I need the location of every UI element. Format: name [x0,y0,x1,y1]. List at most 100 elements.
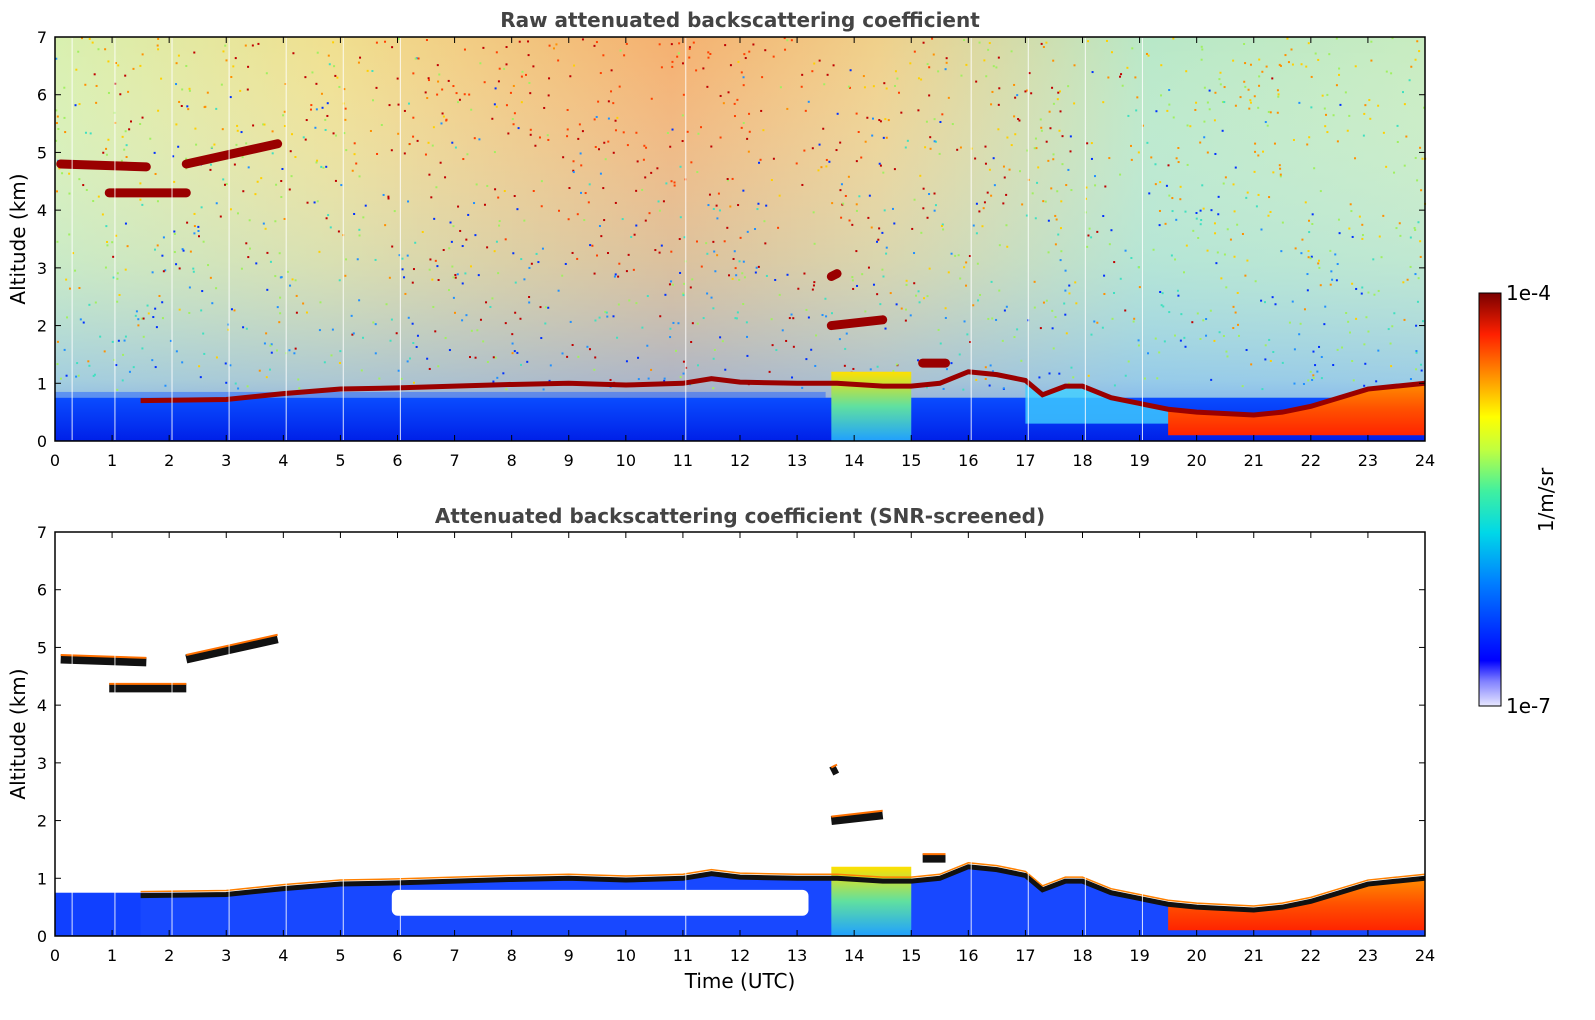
noise-speck [1047,159,1050,162]
noise-speck [1054,243,1057,246]
noise-speck [304,138,307,141]
noise-speck [1399,234,1402,237]
noise-speck [883,209,886,212]
noise-speck [1364,104,1367,107]
noise-speck [505,388,508,391]
noise-speck [1113,261,1116,264]
noise-speck [103,350,106,353]
noise-speck [161,254,164,257]
noise-speck [904,146,907,149]
noise-speck [55,139,58,142]
noise-speck [387,197,390,200]
noise-speck [863,86,866,89]
noise-speck [812,211,815,214]
noise-speck [1316,370,1319,373]
noise-speck [227,328,230,331]
y-tick-label: 4 [37,696,47,715]
noise-speck [641,326,644,329]
noise-speck [215,202,218,205]
noise-speck [244,44,247,47]
noise-speck [683,236,686,239]
noise-speck [710,296,713,299]
noise-speck [544,306,547,309]
noise-speck [650,171,653,174]
x-tick-label: 3 [221,451,231,470]
noise-speck [55,109,58,112]
noise-speck [63,116,66,119]
noise-speck [840,216,843,219]
noise-speck [1361,234,1364,237]
noise-speck [1058,90,1061,93]
noise-speck [1349,203,1352,206]
noise-speck [647,377,650,380]
noise-speck [1085,186,1088,189]
x-tick-label: 7 [449,451,459,470]
noise-speck [459,229,462,232]
noise-speck [1415,324,1418,327]
noise-speck [516,208,519,211]
noise-speck [1408,79,1411,82]
noise-speck [727,179,730,182]
noise-speck [124,335,127,338]
x-tick-label: 7 [449,946,459,965]
noise-speck [284,83,287,86]
noise-speck [581,38,584,41]
noise-speck [1272,351,1275,354]
noise-speck [1064,313,1067,316]
noise-speck [1234,311,1237,314]
noise-speck [89,132,92,135]
noise-speck [1414,228,1417,231]
noise-speck [558,209,561,212]
noise-speck [406,254,409,257]
x-tick-label: 11 [673,946,693,965]
noise-speck [388,104,391,107]
noise-speck [1052,158,1055,161]
noise-speck [654,249,657,252]
noise-speck [514,311,517,314]
noise-speck [178,100,181,103]
noise-speck [139,64,142,67]
noise-speck [1267,214,1270,217]
noise-speck [324,118,327,121]
noise-speck [706,85,709,88]
noise-speck [1020,359,1023,362]
noise-speck [1045,140,1048,143]
noise-speck [271,130,274,133]
noise-speck [933,118,936,121]
noise-speck [397,369,400,372]
noise-speck [598,316,601,319]
masked-region [391,889,809,916]
noise-speck [883,82,886,85]
noise-speck [72,252,75,255]
noise-speck [1367,291,1370,294]
noise-speck [393,210,396,213]
noise-speck [134,314,137,317]
noise-speck [57,127,60,130]
noise-speck [82,321,85,324]
noise-speck [1385,70,1388,73]
noise-speck [1263,301,1266,304]
noise-speck [407,102,410,105]
noise-speck [543,106,546,109]
noise-speck [156,44,159,47]
noise-speck [358,228,361,231]
noise-speck [958,353,961,356]
noise-speck [805,358,808,361]
noise-speck [598,225,601,228]
noise-speck [1405,135,1408,138]
noise-speck [1280,250,1283,253]
noise-speck [474,234,477,237]
x-tick-label: 14 [844,946,864,965]
noise-speck [1329,283,1332,286]
noise-speck [1324,305,1327,308]
noise-speck [643,144,646,147]
noise-speck [1056,190,1059,193]
noise-speck [335,134,338,137]
noise-speck [1244,85,1247,88]
noise-speck [905,308,908,311]
noise-speck [304,76,307,79]
noise-speck [58,167,61,170]
noise-speck [1124,249,1127,252]
noise-speck [892,369,895,372]
noise-speck [178,308,181,311]
